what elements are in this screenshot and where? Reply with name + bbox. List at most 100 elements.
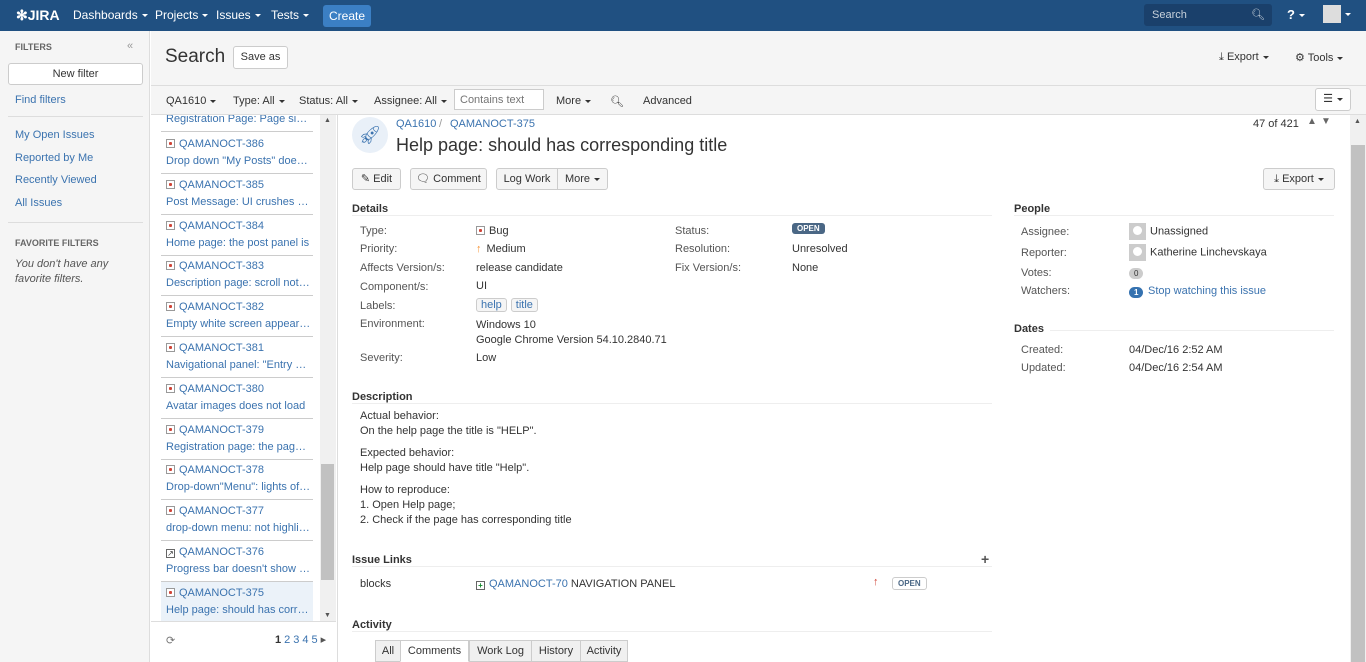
issue-priority: ↑ Medium: [476, 243, 526, 255]
list-item[interactable]: QAMANOCT-379 Registration page: the page …: [161, 419, 313, 460]
linked-status-badge: OPEN: [892, 577, 927, 590]
list-item[interactable]: QAMANOCT-381 Navigational panel: "Entry p…: [161, 337, 313, 378]
label-tag[interactable]: title: [510, 298, 538, 312]
issue-key: QAMANOCT-375: [179, 586, 264, 599]
list-item[interactable]: QAMANOCT-382 Empty white screen appeared: [161, 296, 313, 338]
tab-history[interactable]: History: [531, 640, 581, 662]
layout-switcher-button[interactable]: ☰: [1315, 88, 1351, 111]
assignee[interactable]: Unassigned: [1129, 223, 1208, 240]
breadcrumb-project[interactable]: QA1610: [396, 118, 437, 130]
search-icon[interactable]: 🔍︎: [610, 96, 624, 108]
page-3[interactable]: 3: [293, 634, 300, 646]
export-menu[interactable]: ⤓ Export: [1219, 51, 1269, 64]
stop-watching-link[interactable]: Stop watching this issue: [1148, 285, 1267, 297]
reporter[interactable]: Katherine Linchevskaya: [1129, 244, 1267, 261]
linked-issue-key[interactable]: QAMANOCT-70: [489, 578, 568, 590]
jira-logo[interactable]: ✻JIRA: [16, 7, 60, 23]
details-heading: Details: [352, 203, 395, 215]
improvement-icon: +: [476, 581, 485, 590]
divider: [8, 116, 143, 117]
page-2[interactable]: 2: [284, 634, 291, 646]
bug-icon: [166, 424, 175, 434]
user-avatar[interactable]: [1323, 5, 1351, 23]
created-date: 04/Dec/16 2:52 AM: [1129, 344, 1223, 356]
bug-icon: [166, 302, 175, 312]
fix-version: None: [792, 262, 819, 274]
issue-summary: Description page: scroll not available: [166, 277, 311, 290]
pagination: ⟳ 1 2 3 4 5 ▸: [151, 621, 336, 662]
nav-issues[interactable]: Issues: [216, 8, 261, 22]
page-1[interactable]: 1: [275, 634, 282, 646]
log-work-button[interactable]: Log Work: [496, 168, 558, 190]
tools-menu[interactable]: ⚙ Tools: [1295, 51, 1343, 64]
list-item[interactable]: QAMANOCT-383 Description page: scroll not…: [161, 255, 313, 297]
component-link[interactable]: UI: [476, 280, 487, 292]
nav-tests[interactable]: Tests: [271, 8, 309, 22]
priority-high-icon: ↑: [873, 576, 879, 588]
page-5[interactable]: 5: [311, 634, 318, 646]
save-as-button[interactable]: Save as: [233, 46, 288, 69]
dates-heading: Dates: [1014, 323, 1050, 335]
new-filter-button[interactable]: New filter: [8, 63, 143, 85]
issue-key: QAMANOCT-384: [179, 219, 264, 232]
severity: Low: [476, 352, 497, 364]
list-item[interactable]: Registration Page: Page size...: [161, 115, 313, 132]
nav-dashboards[interactable]: Dashboards: [73, 8, 148, 22]
add-link-icon[interactable]: +: [981, 551, 990, 567]
tab-work-log[interactable]: Work Log: [469, 640, 532, 662]
favorite-filters-heading: FAVORITE FILTERS: [15, 238, 99, 248]
contains-text-input[interactable]: [454, 89, 544, 110]
comment-icon: 🗨︎: [416, 173, 431, 185]
refresh-icon[interactable]: ⟳: [166, 635, 176, 647]
list-item[interactable]: QAMANOCT-380 Avatar images does not load: [161, 378, 313, 419]
assignee-filter[interactable]: Assignee: All: [374, 95, 447, 107]
sidebar-item-all-issues[interactable]: All Issues: [15, 197, 63, 209]
list-item[interactable]: ↗ QAMANOCT-376 Progress bar doesn't show t…: [161, 541, 313, 582]
list-item[interactable]: QAMANOCT-384 Home page: the post panel is: [161, 215, 313, 256]
votes-count[interactable]: 0: [1129, 268, 1144, 279]
sidebar-item-recently-viewed[interactable]: Recently Viewed: [15, 174, 97, 186]
detail-scrollbar[interactable]: ▲: [1350, 115, 1366, 662]
find-filters-link[interactable]: Find filters: [15, 94, 66, 106]
more-button[interactable]: More: [557, 168, 608, 190]
nav-projects[interactable]: Projects: [155, 8, 208, 22]
next-issue-icon[interactable]: ▼: [1321, 116, 1331, 127]
edit-button[interactable]: ✎ Edit: [352, 168, 401, 190]
search-header: Search Save as ⤓ Export ⚙ Tools: [151, 31, 1366, 86]
sidebar-item-my-open-issues[interactable]: My Open Issues: [15, 129, 95, 141]
tab-comments[interactable]: Comments: [400, 640, 469, 662]
status-filter[interactable]: Status: All: [299, 95, 358, 107]
advanced-search-link[interactable]: Advanced: [643, 95, 692, 107]
sidebar-item-reported-by-me[interactable]: Reported by Me: [15, 152, 94, 164]
search-input[interactable]: Search 🔍︎: [1144, 4, 1272, 26]
create-button[interactable]: Create: [323, 5, 371, 27]
list-item[interactable]: QAMANOCT-377 drop-down menu: not highligh…: [161, 500, 313, 542]
comment-button[interactable]: 🗨︎ Comment: [410, 168, 487, 190]
watchers-count[interactable]: 1: [1129, 287, 1144, 298]
divider: [8, 222, 143, 223]
list-item[interactable]: QAMANOCT-385 Post Message: UI crushes whe…: [161, 174, 313, 215]
more-filters[interactable]: More: [556, 95, 591, 107]
breadcrumb-issue-key[interactable]: QAMANOCT-375: [450, 118, 535, 130]
list-item[interactable]: QAMANOCT-378 Drop-down"Menu": lights of r…: [161, 459, 313, 501]
tab-all[interactable]: All: [375, 640, 401, 662]
type-filter[interactable]: Type: All: [233, 95, 285, 107]
project-filter[interactable]: QA1610: [166, 95, 216, 107]
label-tag[interactable]: help: [476, 298, 507, 312]
issue-export-button[interactable]: ⤓ Export: [1263, 168, 1335, 190]
pencil-icon: ✎: [360, 173, 371, 185]
help-icon[interactable]: ?: [1287, 7, 1305, 22]
tab-activity[interactable]: Activity: [580, 640, 628, 662]
list-item[interactable]: QAMANOCT-375 Help page: should has corres…: [161, 581, 313, 621]
list-scrollbar[interactable]: ▲ ▼: [320, 115, 336, 621]
page-4[interactable]: 4: [302, 634, 309, 646]
issue-summary: drop-down menu: not highlighted: [166, 522, 311, 535]
previous-issue-icon[interactable]: ▲: [1307, 116, 1317, 127]
bug-icon: [166, 261, 175, 271]
project-rocket-icon: 🚀︎: [352, 117, 388, 153]
linked-issue[interactable]: + QAMANOCT-70 NAVIGATION PANEL: [476, 578, 675, 590]
list-item[interactable]: QAMANOCT-386 Drop down "My Posts" does no…: [161, 133, 313, 174]
next-page-icon[interactable]: ▸: [320, 634, 327, 646]
description-paragraph: Expected behavior: Help page should have …: [360, 447, 530, 474]
collapse-icon[interactable]: «: [127, 40, 134, 52]
